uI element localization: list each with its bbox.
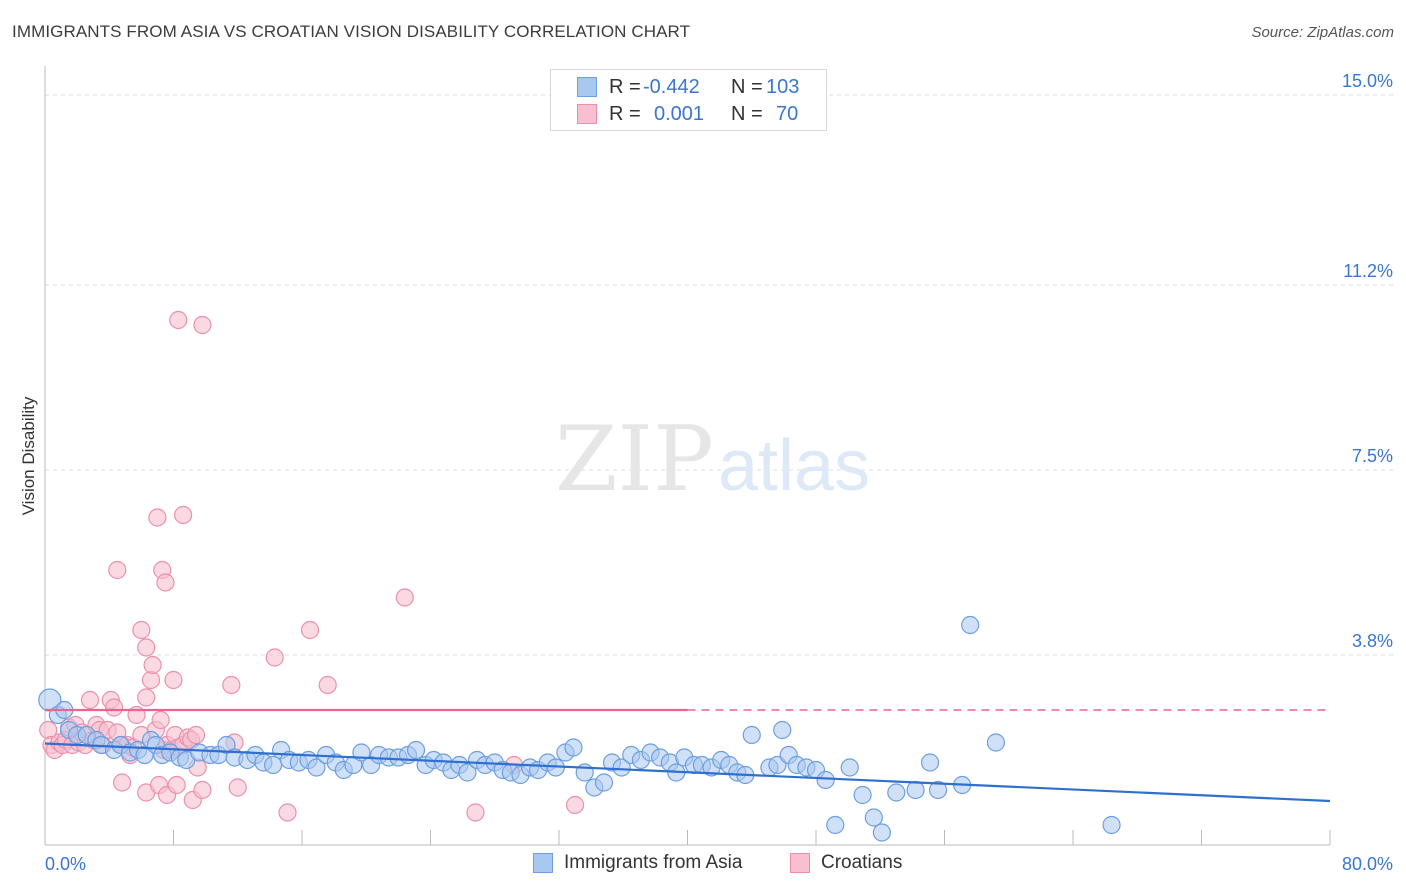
source-label: Source: ZipAtlas.com [1251,24,1394,41]
croatians-point [169,310,188,330]
y-axis-title: Vision Disability [19,396,38,515]
legend-r-label: R = [609,102,647,125]
stats-legend: R = -0.442 N = 103 R = 0.001 N = 70 [550,69,827,131]
asia-point [816,770,835,790]
asia-point [742,725,761,745]
asia-point [928,780,948,800]
legend-row-asia: R = -0.442 N = 103 [551,74,826,100]
trend-lines [44,708,1331,803]
asia-point [920,753,940,772]
asia-point [906,780,925,800]
asia-points [38,615,1121,842]
asia-point [872,823,891,842]
croatians-point [278,803,297,822]
asia-point [887,783,906,802]
asia-point [263,755,283,775]
croatians-point [222,675,241,695]
asia-point [307,758,326,777]
legend-n-value: 70 [776,102,799,125]
legend-n-value: 103 [766,75,800,98]
croatians-point [565,795,585,815]
croatians-point [132,620,151,640]
watermark-atlas: atlas [718,426,870,506]
croatians-point [151,710,170,730]
croatians-point [318,675,337,695]
bottom-legend-label-asia: Immigrants from Asia [564,852,743,873]
asia-point [612,758,631,777]
croatians-point [112,773,132,792]
legend-swatch-croatians [577,104,597,124]
asia-point [594,773,614,792]
x-tick-label-max: 80.0% [1342,854,1393,874]
axes [44,66,1331,846]
legend-r-value: 0.001 [654,102,705,125]
asia-point [986,733,1006,752]
legend-n-label: N = [731,102,769,125]
y-tick-label: 15.0% [1342,71,1393,91]
y-tick-label: 11.2% [1343,261,1393,281]
croatians-point [104,698,124,717]
croatians-point [143,655,162,675]
croatians-point [108,560,127,580]
y-tick-label: 7.5% [1352,446,1393,466]
croatians-point [265,648,284,667]
croatians-point [137,688,156,707]
grid [45,94,1395,656]
croatians-point [137,638,156,657]
asia-point [773,720,792,740]
croatians-point [300,620,320,640]
asia-trend-line [44,742,1331,803]
asia-point [406,740,426,760]
y-tick-label: 3.8% [1352,631,1393,651]
legend-r-label: R = [609,75,647,98]
croatians-point [80,690,100,710]
chart-title: IMMIGRANTS FROM ASIA VS CROATIAN VISION … [12,22,691,41]
asia-point [826,815,845,835]
asia-point [864,808,883,827]
croatians-point [156,573,175,592]
croatians-point [228,778,247,797]
bottom-legend-swatch-asia [533,853,553,873]
croatians-point [395,588,414,607]
croatians-point [193,780,212,800]
croatians-point [148,508,167,527]
asia-point [961,615,980,635]
asia-point [458,763,477,782]
legend-r-value: -0.442 [643,75,700,98]
bottom-legend-asia: Immigrants from Asia [533,852,742,874]
legend-n-label: N = [731,75,769,98]
watermark-zip: ZIP [555,407,714,512]
axis-labels: 3.8% 7.5% 11.2% 15.0% 0.0% 80.0% [45,71,1393,874]
croatians-point [174,505,193,525]
asia-point [1102,815,1121,835]
asia-point [853,785,872,805]
croatians-point [164,670,183,690]
croatians-point [141,670,161,690]
x-tick-label-min: 0.0% [45,854,86,874]
legend-swatch-asia [577,77,597,97]
bottom-legend-label-croatians: Croatians [821,852,903,873]
bottom-legend: Immigrants from Asia Croatians [0,852,1406,878]
bottom-legend-swatch-croatians [790,853,810,873]
legend-row-croatians: R = 0.001 N = 70 [551,101,826,127]
watermark: ZIP atlas [555,407,870,512]
croatians-point [466,803,485,822]
asia-point [840,758,859,777]
bottom-legend-croatians: Croatians [790,852,902,874]
croatians-point [167,775,186,795]
croatians-point [193,315,212,335]
asia-point [564,738,583,757]
croatians-point [186,725,206,745]
